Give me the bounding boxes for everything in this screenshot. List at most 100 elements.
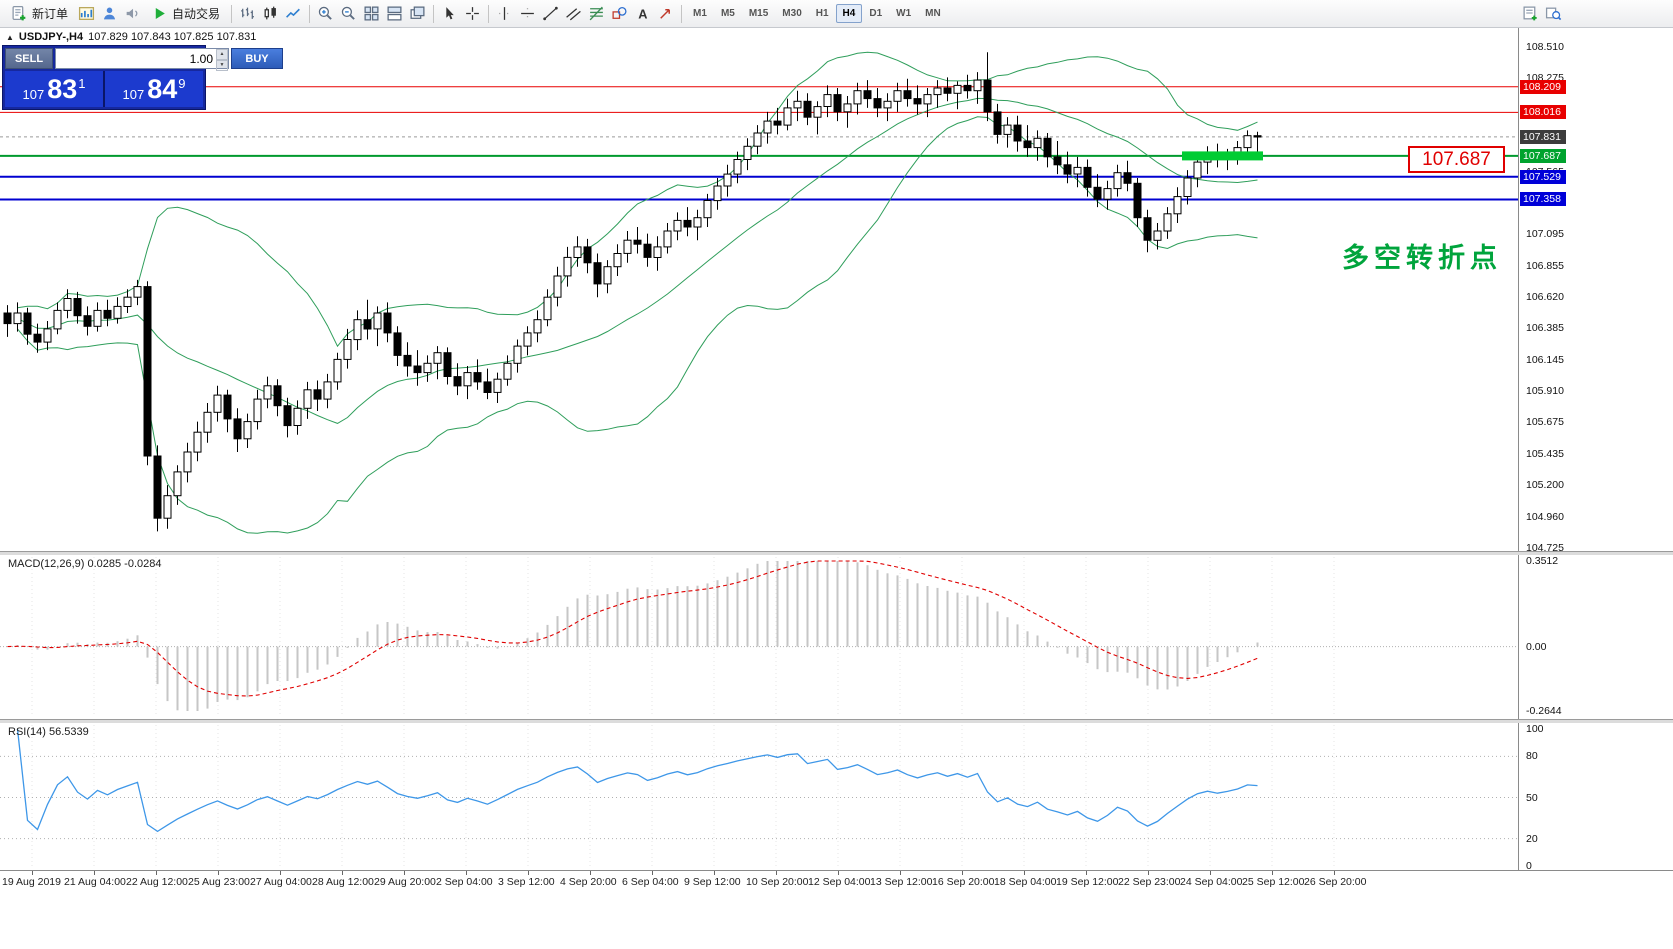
symbol-timeframe-label: USDJPY-,H4 — [18, 31, 84, 43]
time-axis[interactable]: 19 Aug 2019 21 Aug 04:00 22 Aug 12:00 25 Au… — [0, 870, 1673, 894]
price-axis-label: 106.620 — [1526, 291, 1564, 303]
price-tag: 108.016 — [1520, 105, 1566, 119]
crosshair-icon[interactable] — [461, 2, 484, 25]
bid-big-figure: 83 — [47, 73, 78, 104]
macd-axis-label: 0.3512 — [1526, 555, 1559, 567]
chart-title: ▲ USDJPY-,H4 107.829 107.843 107.825 107… — [6, 31, 256, 43]
turning-point-annotation[interactable]: 多空转折点 — [1342, 243, 1502, 273]
price-axis-label: 105.200 — [1526, 479, 1564, 491]
bid-price-button[interactable]: 107 83 1 — [5, 71, 103, 107]
time-axis-tick — [1086, 871, 1087, 875]
main-chart-svg[interactable] — [0, 28, 1518, 551]
price-annotation-text: 107.687 — [1422, 148, 1491, 170]
volume-input[interactable] — [56, 49, 216, 68]
toolbar-separator — [681, 4, 683, 23]
time-axis-label: 19 Sep 12:00 — [1056, 876, 1119, 888]
price-divider — [103, 71, 105, 107]
horizontal-line-icon[interactable] — [516, 2, 539, 25]
new-order-button[interactable]: 新订单 — [4, 2, 75, 25]
time-axis-label: 27 Aug 04:00 — [250, 876, 312, 888]
macd-axis-label: -0.2644 — [1526, 705, 1562, 717]
timeframe-m30-button[interactable]: M30 — [782, 8, 802, 19]
alerts-icon[interactable] — [121, 2, 144, 25]
time-axis-label: 13 Sep 12:00 — [870, 876, 933, 888]
volume-stepper: ▲ ▼ — [55, 48, 229, 71]
cursor-icon[interactable] — [438, 2, 461, 25]
price-axis[interactable]: 108.510108.275108.040107.800107.565107.3… — [1518, 28, 1673, 872]
chart-window-icon[interactable] — [75, 2, 98, 25]
price-axis-label: 106.385 — [1526, 322, 1564, 334]
arrange-windows-icon[interactable] — [383, 2, 406, 25]
time-axis-tick — [342, 871, 343, 875]
toolbar-separator — [433, 4, 435, 23]
autotrade-button[interactable]: 自动交易 — [144, 2, 227, 25]
toolbar: 新订单 自动交易 A M1 M5 M15 M30 H1 H4 D1 W1 MN — [0, 0, 1673, 28]
time-axis-tick — [404, 871, 405, 875]
time-axis-label: 12 Sep 04:00 — [808, 876, 871, 888]
volume-down-button[interactable]: ▼ — [216, 60, 228, 71]
arrow-objects-icon[interactable] — [654, 2, 677, 25]
time-axis-tick — [714, 871, 715, 875]
rsi-chart-svg[interactable] — [0, 723, 1518, 870]
timeframe-h4-button[interactable]: H4 — [835, 4, 863, 23]
shapes-icon[interactable] — [608, 2, 631, 25]
sell-button[interactable]: SELL — [5, 48, 53, 69]
macd-panel-splitter[interactable] — [0, 551, 1673, 555]
time-axis-tick — [1148, 871, 1149, 875]
toolbar-separator — [488, 4, 490, 23]
price-tag: 107.529 — [1520, 170, 1566, 184]
candlestick-chart-icon[interactable] — [259, 2, 282, 25]
profile-icon[interactable] — [98, 2, 121, 25]
time-axis-label: 22 Sep 23:00 — [1118, 876, 1181, 888]
buy-button[interactable]: BUY — [231, 48, 283, 69]
rsi-axis-label: 80 — [1526, 750, 1538, 762]
time-axis-label: 2 Sep 04:00 — [436, 876, 493, 888]
line-chart-icon[interactable] — [282, 2, 305, 25]
timeframe-w1-button[interactable]: W1 — [896, 8, 912, 19]
vertical-line-icon[interactable] — [493, 2, 516, 25]
time-axis-tick — [1210, 871, 1211, 875]
price-tag: 107.358 — [1520, 192, 1566, 206]
text-label-icon[interactable]: A — [631, 2, 654, 25]
timeframe-m15-button[interactable]: M15 — [748, 8, 769, 19]
macd-chart-svg[interactable] — [0, 555, 1518, 719]
timeframe-m5-button[interactable]: M5 — [720, 8, 735, 19]
zoom-out-icon[interactable] — [337, 2, 360, 25]
tile-windows-icon[interactable] — [360, 2, 383, 25]
equidistant-channel-icon[interactable] — [562, 2, 585, 25]
time-axis-tick — [156, 871, 157, 875]
symbol-search-icon[interactable] — [1542, 2, 1565, 25]
time-axis-tick — [838, 871, 839, 875]
fibonacci-icon[interactable] — [585, 2, 608, 25]
time-axis-tick — [1024, 871, 1025, 875]
time-axis-label: 26 Sep 20:00 — [1304, 876, 1367, 888]
time-axis-label: 16 Sep 20:00 — [932, 876, 995, 888]
price-tag: 107.831 — [1520, 130, 1566, 144]
time-axis-tick — [1334, 871, 1335, 875]
rsi-axis-label: 0 — [1526, 860, 1532, 872]
trendline-icon[interactable] — [539, 2, 562, 25]
collapse-panel-icon[interactable]: ▲ — [6, 32, 14, 42]
rsi-panel-splitter[interactable] — [0, 719, 1673, 723]
price-axis-label: 106.855 — [1526, 260, 1564, 272]
ask-pip-digit: 9 — [178, 75, 186, 91]
bar-chart-icon[interactable] — [236, 2, 259, 25]
timeframe-mn-button[interactable]: MN — [925, 8, 941, 19]
time-axis-label: 24 Sep 04:00 — [1180, 876, 1243, 888]
toolbar-separator — [231, 4, 233, 23]
cascade-windows-icon[interactable] — [406, 2, 429, 25]
time-axis-tick — [1272, 871, 1273, 875]
price-annotation-box[interactable]: 107.687 — [1408, 146, 1505, 173]
zoom-in-icon[interactable] — [314, 2, 337, 25]
new-chart-icon[interactable] — [1519, 2, 1542, 25]
ask-price-button[interactable]: 107 84 9 — [105, 71, 203, 107]
ohlc-values: 107.829 107.843 107.825 107.831 — [88, 31, 257, 43]
volume-up-button[interactable]: ▲ — [216, 49, 228, 60]
timeframe-m1-button[interactable]: M1 — [693, 8, 707, 19]
timeframe-h1-button[interactable]: H1 — [815, 8, 829, 19]
price-axis-label: 104.960 — [1526, 511, 1564, 523]
one-click-trading-panel: SELL ▲ ▼ BUY 107 83 1 107 84 9 — [2, 45, 283, 110]
bid-pip-digit: 1 — [78, 75, 86, 91]
timeframe-d1-button[interactable]: D1 — [869, 8, 883, 19]
